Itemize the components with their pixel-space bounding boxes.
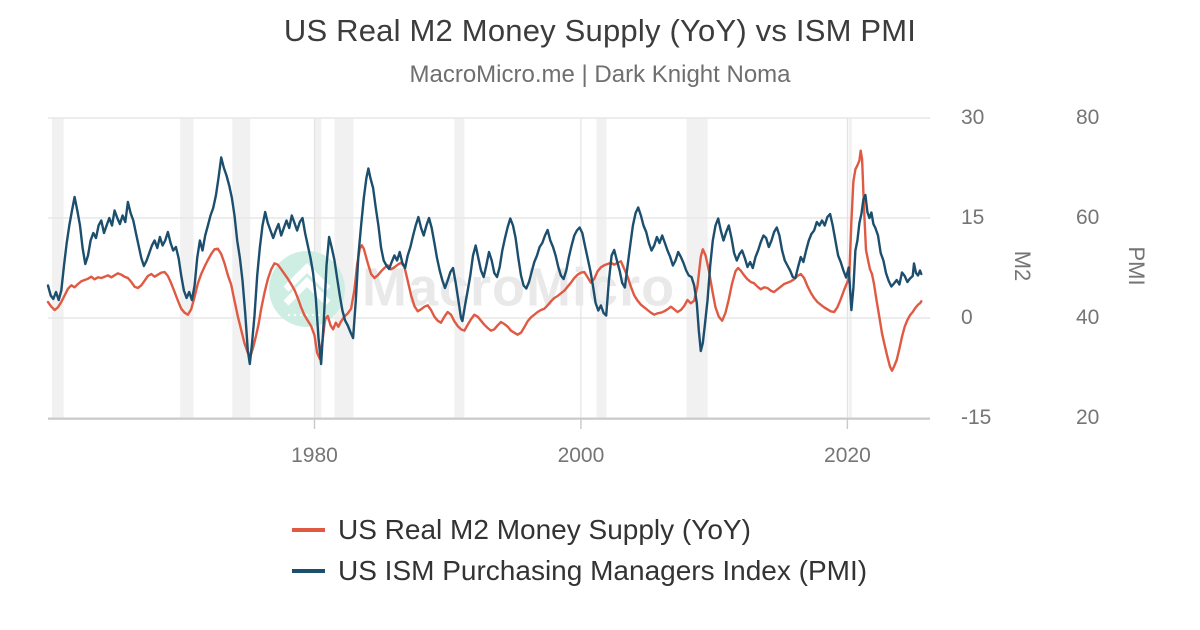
pmi-line-swatch [292,568,325,573]
m2-tick-label: 15 [961,206,985,229]
legend-label-pmi: US ISM Purchasing Managers Index (PMI) [338,554,868,586]
m2-line-swatch [292,527,325,532]
m2-tick-label: -15 [961,406,992,429]
chart-subtitle: MacroMicro.me | Dark Knight Noma [409,61,791,88]
m2-series-line[interactable] [46,149,923,372]
m2-tick-label: 30 [961,106,985,129]
recession-band [52,118,64,418]
legend-item-pmi[interactable]: US ISM Purchasing Managers Index (PMI) [292,554,867,587]
pmi-tick-label: 60 [1076,206,1100,229]
pmi-tick-label: 80 [1076,106,1100,129]
m2-axis-title: M2 [1010,250,1035,282]
recession-band [454,118,465,418]
pmi-tick-label: 40 [1076,306,1100,329]
year-tick-label: 2020 [824,444,871,467]
year-tick-label: 2000 [557,444,605,467]
pmi-series-line[interactable] [46,156,923,366]
year-tick-label: 1980 [291,444,338,467]
chart-title: US Real M2 Money Supply (YoY) vs ISM PMI [283,13,917,48]
legend-item-m2[interactable]: US Real M2 Money Supply (YoY) [292,513,867,546]
m2-tick-label: 0 [961,306,973,329]
pmi-axis-title: PMI [1124,246,1149,286]
pmi-tick-label: 20 [1076,406,1100,429]
legend-label-m2: US Real M2 Money Supply (YoY) [338,513,751,545]
legend: US Real M2 Money Supply (YoY) US ISM Pur… [292,513,867,587]
recession-band [180,118,194,418]
